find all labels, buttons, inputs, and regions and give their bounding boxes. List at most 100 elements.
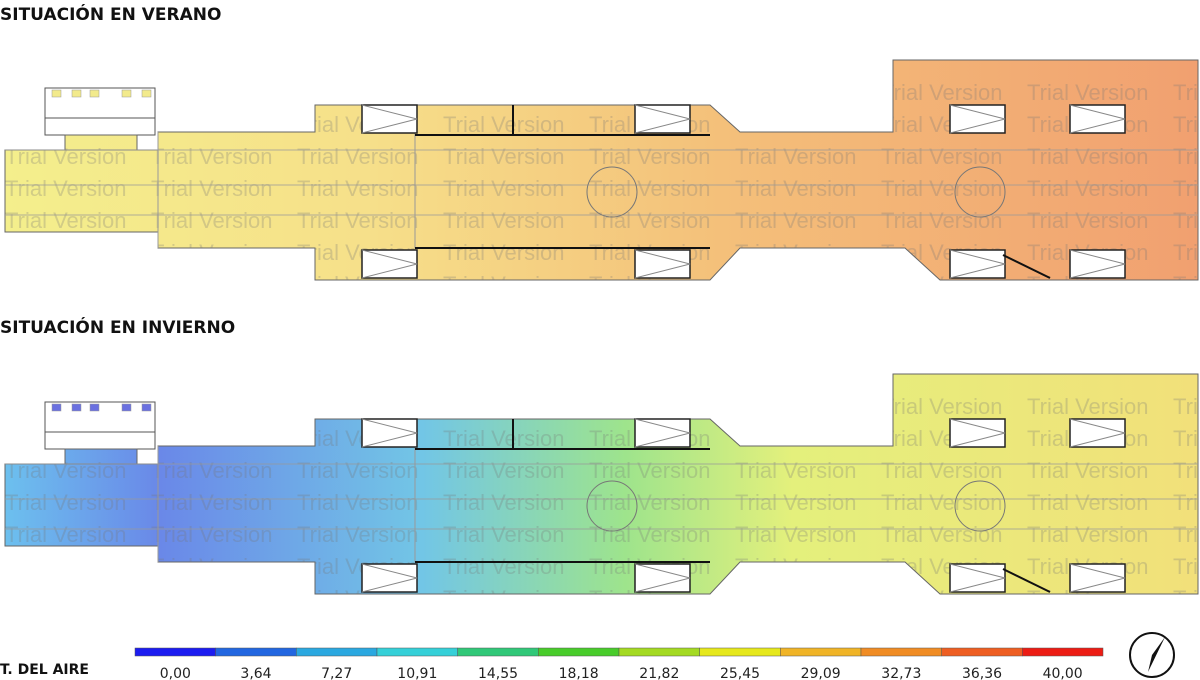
- watermark: Trial Version: [589, 176, 710, 201]
- watermark: Trial Version: [1027, 208, 1148, 233]
- vent: [121, 403, 132, 412]
- legend-tick: 21,82: [639, 666, 679, 680]
- watermark: Trial Version: [735, 586, 856, 611]
- watermark: Trial Version: [5, 208, 126, 233]
- colorbar-segment: [780, 647, 862, 657]
- watermark: Trial Version: [735, 176, 856, 201]
- watermark: Trial Version: [151, 208, 272, 233]
- opening: [361, 563, 418, 593]
- watermark: Trial Version: [443, 426, 564, 451]
- watermark: Trial Version: [735, 490, 856, 515]
- vent: [121, 89, 132, 98]
- watermark: Trial Version: [443, 240, 564, 265]
- column: [954, 480, 1006, 532]
- stair: [634, 104, 691, 134]
- stair: [361, 563, 418, 593]
- stair: [634, 249, 691, 279]
- watermark: Trial Version: [1173, 272, 1200, 297]
- watermark: Trial Version: [735, 112, 856, 137]
- view-title: SITUACIÓN EN VERANO: [0, 3, 221, 25]
- vent: [51, 89, 62, 98]
- watermark: Trial Version: [1173, 490, 1200, 515]
- legend-tick: 0,00: [160, 666, 191, 680]
- watermark: Trial Version: [297, 208, 418, 233]
- opening: [1069, 249, 1126, 279]
- stair: [1069, 249, 1126, 279]
- vent: [89, 89, 100, 98]
- legend-tick: 40,00: [1043, 666, 1083, 680]
- stair: [1069, 418, 1126, 448]
- watermark: Trial Version: [297, 144, 418, 169]
- watermark: Trial Version: [1173, 586, 1200, 611]
- opening: [949, 249, 1006, 279]
- legend-tick: 25,45: [720, 666, 760, 680]
- legend-tick: 32,73: [881, 666, 921, 680]
- watermark: Trial Version: [297, 176, 418, 201]
- colorbar-segment: [376, 647, 458, 657]
- opening: [949, 104, 1006, 134]
- stair: [361, 418, 418, 448]
- watermark: Trial Version: [735, 394, 856, 419]
- watermark: Trial Version: [297, 490, 418, 515]
- watermark: Trial Version: [151, 522, 272, 547]
- watermark: Trial Version: [443, 112, 564, 137]
- watermark: Trial Version: [881, 272, 1002, 297]
- watermark: Trial Version: [151, 144, 272, 169]
- colorbar-segment: [1022, 647, 1104, 657]
- watermark: Trial Version: [151, 554, 272, 579]
- legend-tick: 14,55: [478, 666, 518, 680]
- watermark: Trial Version: [1173, 426, 1200, 451]
- stair: [949, 563, 1006, 593]
- colorbar-segment: [538, 647, 620, 657]
- opening: [634, 563, 691, 593]
- watermark: Trial Version: [443, 80, 564, 105]
- watermark: Trial Version: [5, 272, 126, 297]
- watermark: Trial Version: [735, 426, 856, 451]
- watermark: Trial Version: [881, 80, 1002, 105]
- stair: [1069, 563, 1126, 593]
- watermark: Trial Version: [443, 176, 564, 201]
- stair: [949, 418, 1006, 448]
- legend-tick: 7,27: [321, 666, 352, 680]
- watermark: Trial Version: [443, 208, 564, 233]
- watermark: Trial Version: [1173, 112, 1200, 137]
- colorbar-segment: [618, 647, 700, 657]
- wall: [1002, 254, 1051, 279]
- watermark: Trial Version: [735, 144, 856, 169]
- watermark: Trial Version: [5, 176, 126, 201]
- building: [44, 401, 156, 450]
- vent: [89, 403, 100, 412]
- watermark: Trial Version: [1173, 176, 1200, 201]
- opening: [361, 249, 418, 279]
- column: [586, 480, 638, 532]
- view-title: SITUACIÓN EN INVIERNO: [0, 316, 235, 338]
- watermark: Trial Version: [1173, 144, 1200, 169]
- colorbar-segment: [215, 647, 297, 657]
- watermark: Trial Version: [5, 240, 126, 265]
- watermark: Trial Version: [151, 240, 272, 265]
- watermark: Trial Version: [443, 490, 564, 515]
- opening: [634, 249, 691, 279]
- watermark: Trial Version: [589, 522, 710, 547]
- opening: [1069, 418, 1126, 448]
- watermark: Trial Version: [881, 144, 1002, 169]
- watermark: Trial Version: [1173, 80, 1200, 105]
- watermark: Trial Version: [735, 208, 856, 233]
- opening: [949, 563, 1006, 593]
- watermark: Trial Version: [1173, 208, 1200, 233]
- watermark: Trial Version: [881, 522, 1002, 547]
- watermark: Trial Version: [1173, 240, 1200, 265]
- watermark: Trial Version: [5, 586, 126, 611]
- watermark: Trial Version: [297, 458, 418, 483]
- watermark: Trial Version: [5, 490, 126, 515]
- vent: [71, 403, 82, 412]
- vent: [71, 89, 82, 98]
- watermark: Trial Version: [881, 458, 1002, 483]
- watermark: Trial Version: [881, 208, 1002, 233]
- watermark: Trial Version: [297, 586, 418, 611]
- plan: Trial Version Trial Version Trial Version T…: [4, 373, 1200, 611]
- watermark: Trial Version: [881, 490, 1002, 515]
- watermark: Trial Version: [589, 208, 710, 233]
- watermark: Trial Version: [443, 554, 564, 579]
- watermark: Trial Version: [151, 272, 272, 297]
